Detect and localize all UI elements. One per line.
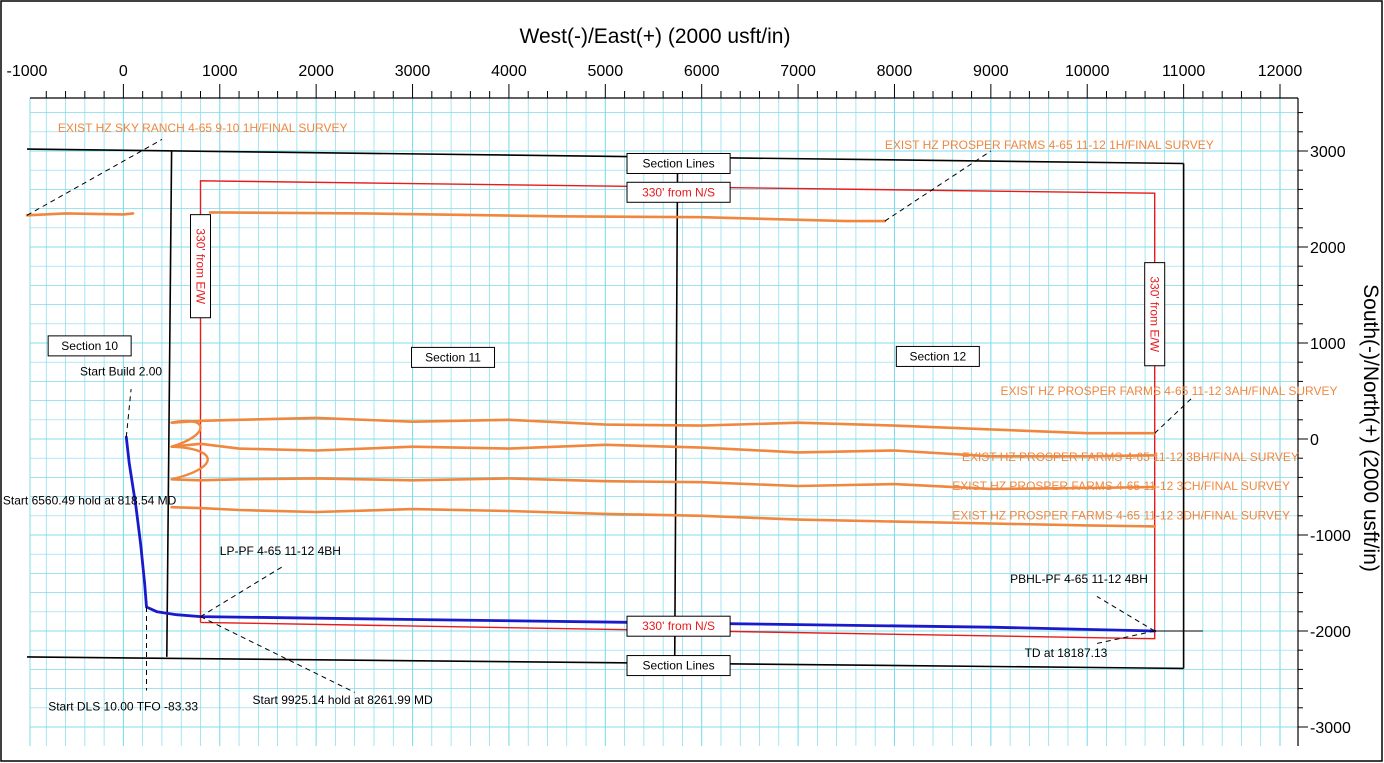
- label-text: 330' from N/S: [642, 619, 715, 633]
- x-tick-label: 12000: [1258, 63, 1303, 80]
- label-text: 330' from E/W: [193, 228, 207, 304]
- survey-wellpath: [170, 416, 1156, 435]
- annotation-label: Start 6560.49 hold at 818.54 MD: [3, 493, 177, 507]
- section-label: Section Lines: [626, 152, 731, 174]
- annotation-label: EXIST HZ PROSPER FARMS 4-65 11-12 1H/FIN…: [885, 138, 1214, 152]
- y-tick-label: -3000: [1310, 720, 1351, 737]
- x-tick-label: 11000: [1162, 63, 1205, 80]
- x-tick-label: 8000: [877, 63, 913, 80]
- label-text: Section Lines: [643, 659, 715, 673]
- section-line-north-boundary: [26, 148, 1184, 165]
- y-tick-label: 2000: [1310, 240, 1346, 257]
- label-text: Section 10: [61, 339, 118, 353]
- setback-label: 330' from N/S: [626, 615, 731, 637]
- annotation-label: Start 9925.14 hold at 8261.99 MD: [253, 693, 433, 707]
- annotation-label: Start Build 2.00: [80, 365, 162, 379]
- y-tick-label: -2000: [1310, 624, 1351, 641]
- section-label: Section Lines: [626, 655, 731, 677]
- leader-line: [125, 389, 132, 438]
- setback-label: 330' from N/S: [626, 181, 731, 203]
- leader-lines: [26, 139, 1194, 693]
- setback-label: 330' from E/W: [189, 214, 211, 319]
- leader-line: [884, 150, 992, 222]
- survey-wellpath: [208, 211, 887, 223]
- labels-layer: EXIST HZ SKY RANCH 4-65 9-10 1H/FINAL SU…: [3, 121, 1338, 714]
- survey-wellpath: [170, 505, 1156, 528]
- setback-label: 330' from E/W: [1144, 262, 1166, 367]
- annotation-label: PBHL-PF 4-65 11-12 4BH: [1010, 572, 1148, 586]
- annotation-label: EXIST HZ PROSPER FARMS 4-65 11-12 3AH/FI…: [1000, 384, 1337, 398]
- section-line-south-boundary: [26, 656, 1184, 670]
- annotation-label: Start DLS 10.00 TFO -83.33: [48, 700, 198, 714]
- x-tick-label: 7000: [780, 63, 816, 80]
- label-box: [411, 346, 496, 368]
- section-line-middle-line: [673, 155, 679, 663]
- label-box: [47, 335, 132, 357]
- label-box: [626, 655, 731, 677]
- y-axis-title: South(-)/North(+) (2000 usft/in): [1359, 284, 1382, 572]
- x-tick-label: 2000: [298, 63, 334, 80]
- label-box: [626, 181, 731, 203]
- label-text: Section Lines: [643, 156, 715, 170]
- annotation-label: EXIST HZ PROSPER FARMS 4-65 11-12 3DH/FI…: [952, 509, 1290, 523]
- section-line-west-line: [166, 150, 173, 657]
- x-tick-label: 5000: [588, 63, 624, 80]
- label-text: Section 11: [425, 350, 481, 364]
- annotation-label: EXIST HZ PROSPER FARMS 4-65 11-12 3BH/FI…: [962, 450, 1299, 464]
- x-tick-label: 1000: [202, 63, 238, 80]
- leader-line: [200, 616, 355, 693]
- leader-line: [1096, 596, 1155, 632]
- survey-wellpath: [25, 212, 135, 217]
- label-text: Section 12: [909, 349, 966, 363]
- leader-line: [1096, 630, 1155, 644]
- section-label: Section 11: [411, 346, 496, 368]
- y-tick-label: 1000: [1310, 336, 1346, 353]
- x-tick-label: 4000: [491, 63, 527, 80]
- grid: [30, 98, 1298, 746]
- x-axis-title: West(-)/East(+) (2000 usft/in): [520, 25, 791, 48]
- survey-wellpath-heel: [171, 445, 209, 481]
- leader-line: [200, 566, 283, 618]
- y-tick-label: -1000: [1310, 528, 1351, 545]
- section-label: Section 10: [47, 335, 132, 357]
- survey-wellpath-heel: [171, 419, 202, 448]
- y-axis: 3000 2000 1000 0 -1000 -2000 -3000: [1297, 98, 1351, 746]
- survey-wellpath: [170, 477, 1156, 491]
- section-lines: [26, 148, 1185, 670]
- label-box: [1144, 262, 1166, 367]
- x-tick-label: 3000: [395, 63, 431, 80]
- survey-wellpath: [170, 442, 1156, 458]
- x-tick-label: -1000: [7, 63, 48, 80]
- setback-lines: [199, 180, 1156, 640]
- x-axis: -1000 0 1000 2000 3000 4000 5000 6000 7000 8000 90…: [7, 63, 1303, 99]
- setback-line: [199, 180, 1156, 640]
- x-tick-label: 6000: [684, 63, 720, 80]
- x-tick-label: 10000: [1065, 63, 1110, 80]
- annotation-label: TD at 18187.13: [1025, 646, 1108, 660]
- label-box: [189, 214, 211, 319]
- leader-line: [26, 139, 163, 216]
- x-tick-label: 9000: [973, 63, 1009, 80]
- label-text: 330' from N/S: [642, 185, 715, 199]
- annotation-label: EXIST HZ PROSPER FARMS 4-65 11-12 3CH/FI…: [952, 479, 1290, 493]
- label-text: 330' from E/W: [1148, 276, 1162, 352]
- annotation-label: EXIST HZ SKY RANCH 4-65 9-10 1H/FINAL SU…: [58, 121, 348, 135]
- annotation-label: LP-PF 4-65 11-12 4BH: [220, 544, 341, 558]
- label-box: [626, 615, 731, 637]
- y-tick-label: 0: [1310, 432, 1319, 449]
- label-box: [626, 152, 731, 174]
- y-tick-label: 3000: [1310, 144, 1346, 161]
- x-tick-label: 0: [119, 63, 128, 80]
- label-box: [895, 345, 980, 367]
- section-label: Section 12: [895, 345, 980, 367]
